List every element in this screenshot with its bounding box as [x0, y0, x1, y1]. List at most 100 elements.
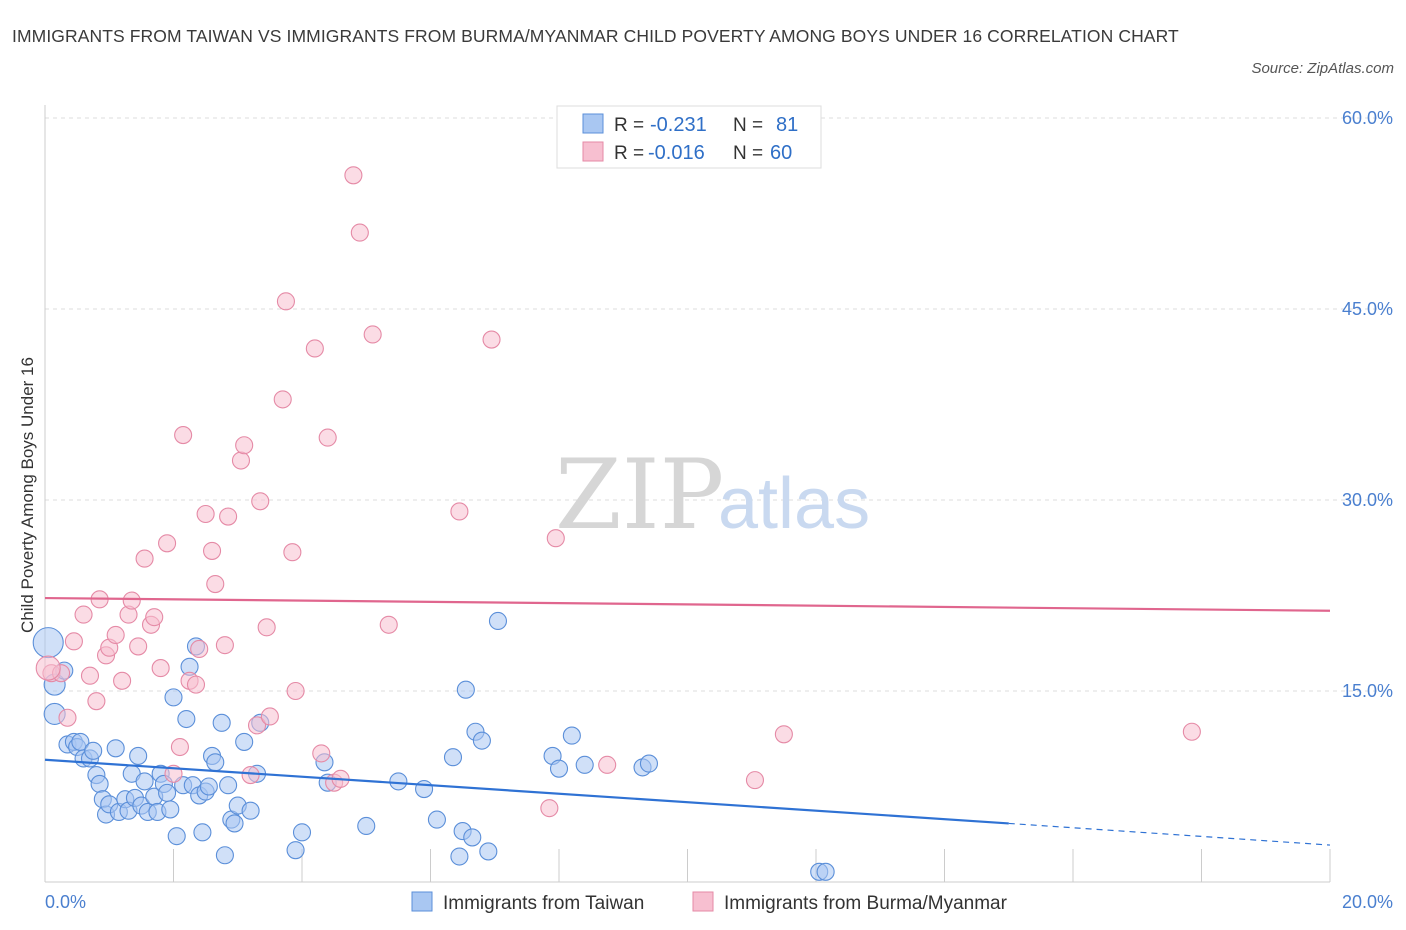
point-burma — [87, 692, 106, 711]
x-tick-label-min: 0.0% — [45, 892, 86, 912]
point-taiwan — [158, 783, 177, 802]
point-burma — [80, 666, 100, 685]
point-taiwan — [193, 823, 212, 842]
point-burma — [58, 708, 77, 727]
watermark: ZIP atlas — [555, 439, 870, 551]
point-taiwan — [164, 688, 183, 707]
axes — [44, 105, 1331, 883]
watermark-zip: ZIP — [555, 439, 724, 551]
point-burma — [35, 655, 61, 681]
point-burma — [350, 223, 369, 242]
point-burma — [186, 675, 206, 694]
series-legend: Immigrants from Taiwan Immigrants from B… — [411, 891, 1008, 914]
point-burma — [286, 681, 305, 701]
point-taiwan — [129, 746, 148, 765]
legend-swatch-burma — [582, 141, 604, 162]
point-taiwan — [357, 816, 376, 836]
point-burma — [305, 339, 324, 358]
point-taiwan — [389, 772, 408, 791]
point-burma — [151, 659, 170, 678]
point-burma — [379, 615, 398, 634]
chart-source: Source: ZipAtlas.com — [1251, 60, 1394, 77]
point-burma — [247, 716, 267, 735]
point-burma — [318, 428, 337, 447]
point-taiwan — [472, 731, 491, 750]
point-burma — [215, 636, 234, 655]
chart-title: IMMIGRANTS FROM TAIWAN VS IMMIGRANTS FRO… — [12, 26, 1179, 46]
point-taiwan — [215, 846, 234, 865]
series-legend-swatch-burma — [692, 891, 714, 912]
point-burma — [283, 543, 302, 562]
legend-n-value-burma: 60 — [770, 142, 792, 164]
point-taiwan — [161, 800, 180, 819]
point-burma — [113, 671, 132, 690]
point-taiwan — [488, 611, 508, 631]
point-burma — [145, 608, 164, 627]
point-taiwan — [427, 810, 446, 829]
point-taiwan — [219, 776, 238, 795]
y-axis-label: Child Poverty Among Boys Under 16 — [18, 357, 37, 633]
point-taiwan — [206, 753, 225, 772]
point-burma — [1182, 722, 1201, 741]
legend-r-label-taiwan: R = — [614, 115, 644, 136]
point-taiwan — [443, 748, 463, 767]
legend-r-value-taiwan: -0.231 — [650, 114, 707, 136]
point-burma — [251, 492, 270, 511]
point-burma — [129, 637, 148, 656]
y-tick-label: 60.0% — [1342, 108, 1393, 128]
point-taiwan — [639, 754, 659, 773]
legend-r-value-burma: -0.016 — [648, 142, 705, 164]
trend-line-taiwan — [44, 758, 1009, 825]
point-taiwan — [456, 680, 475, 699]
point-burma — [363, 325, 382, 344]
series-legend-label-burma: Immigrants from Burma/Myanmar — [724, 893, 1008, 914]
point-burma — [273, 390, 292, 409]
point-taiwan — [463, 828, 482, 847]
point-taiwan — [479, 842, 498, 861]
point-burma — [774, 725, 793, 744]
series-legend-swatch-taiwan — [411, 891, 433, 912]
point-burma — [64, 632, 83, 651]
point-burma — [190, 639, 209, 659]
point-burma — [231, 451, 251, 470]
trend-line-taiwan-extension — [1008, 822, 1331, 846]
point-burma — [482, 330, 501, 349]
point-burma — [74, 605, 93, 624]
point-taiwan — [199, 777, 218, 796]
point-burma — [745, 771, 765, 790]
point-burma — [174, 426, 193, 445]
point-taiwan — [549, 759, 569, 778]
point-burma — [546, 529, 565, 548]
trend-lines — [44, 596, 1331, 846]
point-burma — [540, 799, 559, 818]
point-taiwan — [84, 741, 103, 760]
point-burma — [206, 574, 225, 594]
x-tick-label-max: 20.0% — [1342, 892, 1393, 912]
series-legend-label-taiwan: Immigrants from Taiwan — [443, 893, 644, 914]
y-tick-label: 30.0% — [1342, 490, 1393, 510]
point-taiwan — [562, 726, 581, 745]
point-taiwan — [816, 862, 835, 881]
point-burma — [158, 534, 177, 553]
point-taiwan — [450, 847, 469, 866]
legend-n-label-taiwan: N = — [733, 115, 763, 136]
point-burma — [235, 436, 254, 455]
point-taiwan — [235, 732, 254, 751]
point-taiwan — [575, 755, 594, 774]
point-burma — [122, 591, 141, 610]
point-burma — [276, 292, 295, 311]
legend-swatch-taiwan — [582, 113, 604, 134]
point-taiwan — [90, 774, 109, 794]
point-burma — [598, 755, 617, 774]
point-taiwan — [135, 772, 154, 791]
point-taiwan — [106, 739, 125, 758]
point-burma — [170, 737, 189, 757]
point-burma — [344, 166, 363, 185]
y-tick-label: 45.0% — [1342, 299, 1393, 319]
point-burma — [260, 707, 279, 726]
point-taiwan — [286, 841, 305, 860]
point-taiwan — [32, 627, 64, 659]
point-taiwan — [241, 801, 260, 820]
legend-n-value-taiwan: 81 — [776, 114, 798, 136]
